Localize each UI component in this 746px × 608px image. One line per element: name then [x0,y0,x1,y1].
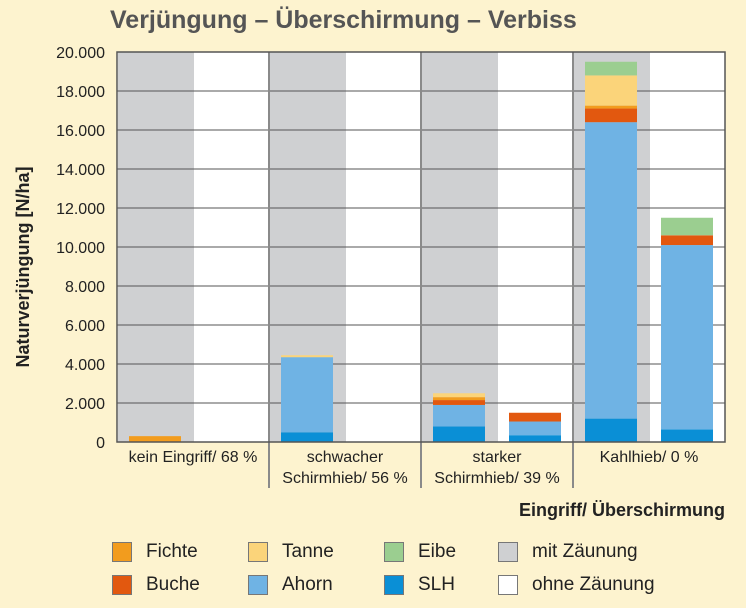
legend-item: Tanne [248,540,334,564]
bar-segment-fichte [433,397,485,401]
bar-segment-tanne [433,393,485,398]
legend-item: Fichte [112,540,198,564]
legend-label: mit Zäunung [532,541,638,562]
bar-segment-eibe [585,61,637,76]
y-tick-label: 6.000 [65,318,105,335]
legend-item: mit Zäunung [498,540,638,564]
y-tick-label: 16.000 [56,123,105,140]
legend-item: Eibe [384,540,456,564]
y-tick-label: 14.000 [56,162,105,179]
legend-label: Ahorn [282,574,333,595]
bar-segment-buche [433,400,485,405]
bar-segment-tanne [281,355,333,358]
bar-segment-buche [509,412,561,422]
legend-swatch [498,542,518,562]
bar-segment-buche [661,235,713,246]
bar-segment-ahorn [509,421,561,436]
legend-swatch [112,575,132,595]
legend-label: SLH [418,574,455,595]
bar-segment-slh [433,426,485,442]
bar-segment-ahorn [585,122,637,419]
legend-swatch [248,542,268,562]
bar-segment-slh [585,418,637,442]
y-tick-label: 8.000 [65,279,105,296]
category-label: Kahlhieb/ 0 % [600,449,699,466]
legend-item: Buche [112,573,200,597]
category-label: Schirmhieb/ 39 % [434,470,559,487]
bar-segment-slh [281,432,333,442]
bar-segment-eibe [661,217,713,236]
y-tick-label: 20.000 [56,45,105,62]
bar-segment-fichte [129,436,181,442]
legend-label: Eibe [418,541,457,562]
chart-title: Verjüngung – Überschirmung – Verbiss [110,6,577,34]
bar-segment-ahorn [661,245,713,430]
category-label: Schirmhieb/ 56 % [282,470,407,487]
y-axis-label: Naturverjüngung [N/ha] [13,167,33,368]
y-tick-label: 2.000 [65,396,105,413]
legend-swatch [384,575,404,595]
legend-swatch [498,575,518,595]
bar-segment-fichte [585,105,637,109]
y-tick-label: 18.000 [56,84,105,101]
legend: Fichte Tanne Eibe mit Zäunung Buche Ahorn SLH o… [112,540,712,604]
legend-label: Buche [146,574,200,595]
legend-label: ohne Zäunung [532,574,655,595]
bar-segment-ahorn [281,357,333,433]
legend-swatch [248,575,268,595]
bar-segment-slh [661,429,713,442]
y-tick-label: 4.000 [65,357,105,374]
legend-swatch [112,542,132,562]
y-tick-label: 10.000 [56,240,105,257]
bar-segment-tanne [585,75,637,106]
legend-swatch [384,542,404,562]
category-label: schwacher [307,449,384,466]
x-axis-label: Eingriff/ Überschirmung [519,500,725,520]
category-label: kein Eingriff/ 68 % [129,449,258,466]
y-tick-label: 0 [96,435,105,452]
bar-segment-buche [585,108,637,123]
legend-label: Tanne [282,541,334,562]
legend-item: SLH [384,573,455,597]
category-label: starker [473,449,523,466]
legend-label: Fichte [146,541,198,562]
legend-item: ohne Zäunung [498,573,655,597]
bar-segment-ahorn [433,404,485,427]
plot-frame [116,51,726,443]
y-tick-label: 12.000 [56,201,105,218]
bar-segment-slh [509,435,561,442]
legend-item: Ahorn [248,573,333,597]
